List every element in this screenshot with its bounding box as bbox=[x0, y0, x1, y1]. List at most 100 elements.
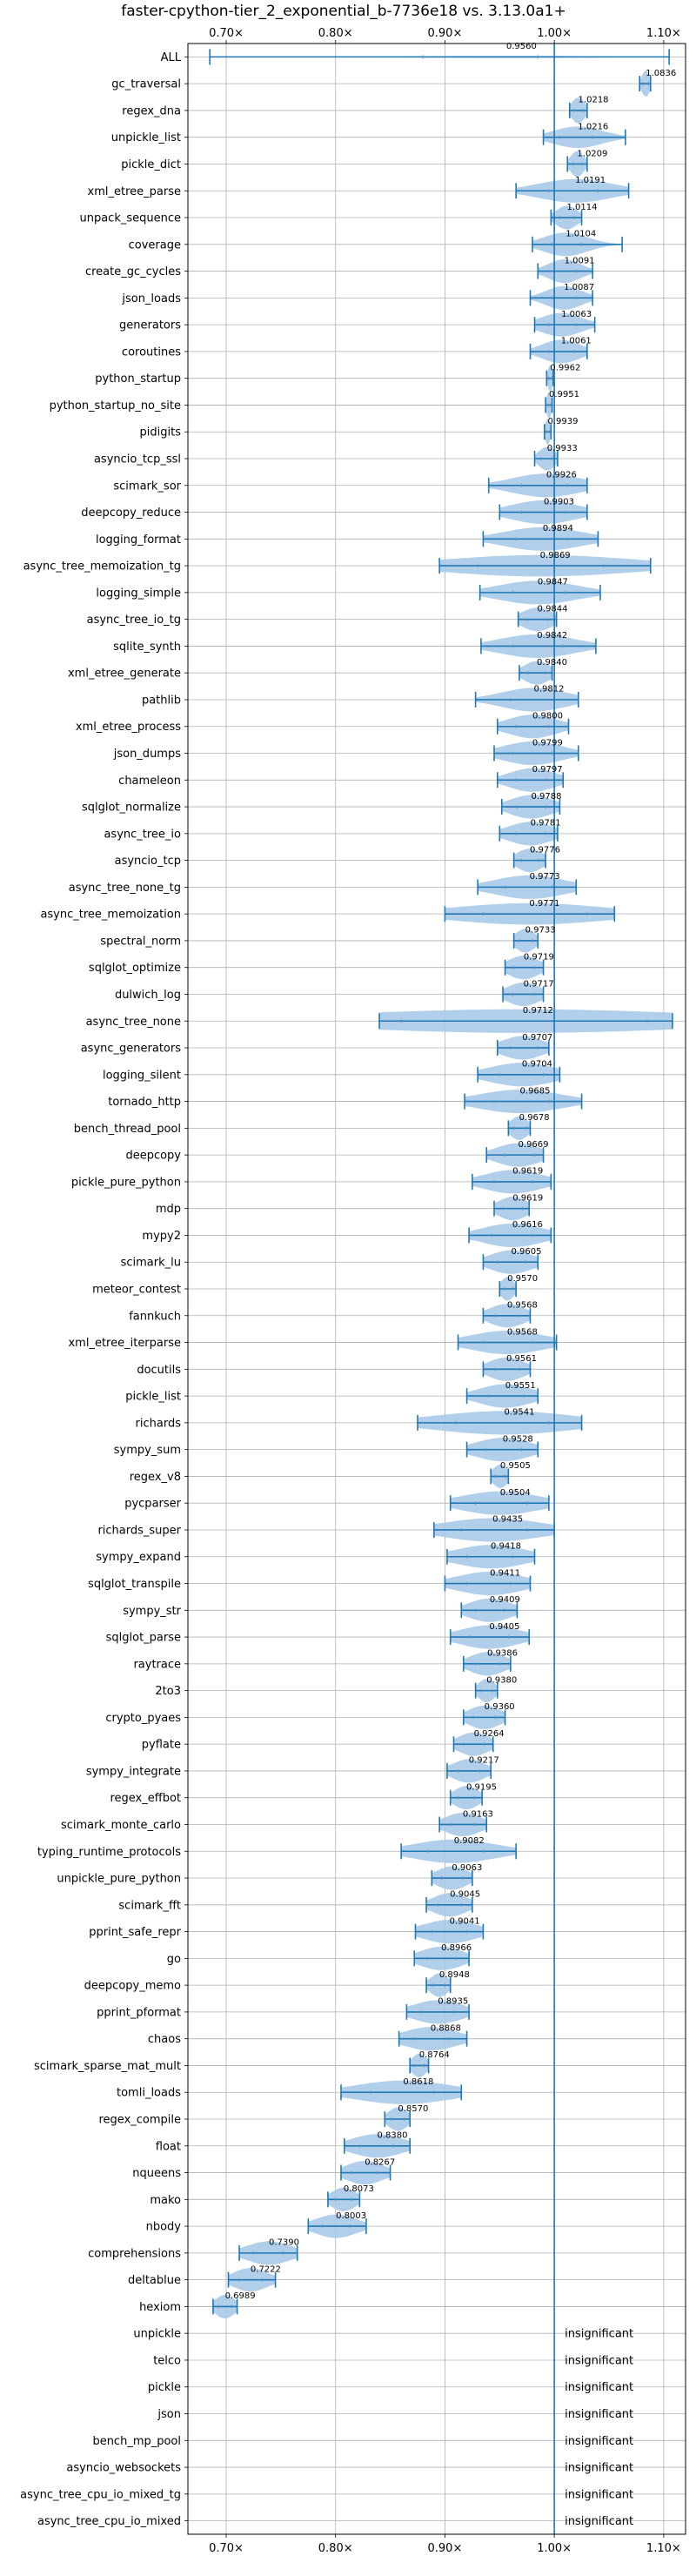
value-label: 0.9605 bbox=[511, 1247, 541, 1257]
category-label: deepcopy bbox=[125, 1150, 181, 1163]
category-label: fannkuch bbox=[129, 1310, 181, 1323]
violin-scimark_sor bbox=[487, 473, 588, 498]
category-label: async_tree_io bbox=[104, 828, 181, 841]
value-label: 0.7222 bbox=[251, 2264, 281, 2274]
category-label: create_gc_cycles bbox=[85, 265, 181, 278]
value-label: 0.8966 bbox=[441, 1943, 472, 1953]
category-label: sqlite_synth bbox=[113, 641, 181, 654]
value-label: 0.9771 bbox=[529, 899, 559, 909]
violin-richards bbox=[417, 1411, 583, 1435]
category-label: json bbox=[157, 2408, 181, 2421]
category-label: async_tree_io_tg bbox=[87, 614, 181, 627]
violin-sympy_integrate bbox=[446, 1759, 492, 1783]
value-label: 0.9082 bbox=[454, 1836, 485, 1846]
violin-2to3 bbox=[474, 1679, 499, 1703]
value-label: 0.7390 bbox=[269, 2238, 299, 2248]
violin-xml_etree_parse bbox=[515, 178, 630, 203]
violin-docutils bbox=[482, 1357, 532, 1381]
x-tick-label-top: 0.80× bbox=[318, 27, 353, 40]
category-label: pyflate bbox=[142, 1739, 181, 1752]
insignificant-label: insignificant bbox=[565, 2435, 633, 2448]
violin-regex_dna bbox=[568, 97, 588, 124]
value-label: 0.9712 bbox=[523, 1006, 553, 1016]
value-label: 0.9844 bbox=[538, 604, 568, 614]
value-label: 0.9568 bbox=[507, 1327, 538, 1337]
value-label: 0.9678 bbox=[519, 1113, 550, 1123]
violin-scimark_sparse_mat_mult bbox=[409, 2053, 430, 2077]
value-label: 0.9041 bbox=[450, 1916, 480, 1926]
value-label: 0.9685 bbox=[520, 1086, 551, 1096]
violin-sqlglot_parse bbox=[449, 1625, 531, 1649]
category-label: scimark_sparse_mat_mult bbox=[34, 2060, 181, 2073]
insignificant-label: insignificant bbox=[565, 2408, 633, 2421]
value-label: 1.0191 bbox=[575, 176, 606, 185]
category-label: richards bbox=[136, 1417, 182, 1430]
violin-pycparser bbox=[449, 1491, 550, 1515]
value-label: 0.9704 bbox=[522, 1060, 552, 1070]
category-label: async_tree_cpu_io_mixed bbox=[37, 2515, 181, 2528]
category-label: meteor_contest bbox=[92, 1284, 181, 1297]
x-tick-label-bottom: 0.70× bbox=[209, 2542, 244, 2555]
category-label: pickle_dict bbox=[121, 158, 181, 171]
value-label: 0.8267 bbox=[365, 2157, 395, 2167]
category-label: tornado_http bbox=[108, 1096, 181, 1109]
category-label: xml_etree_generate bbox=[68, 667, 181, 681]
category-label: sqlglot_transpile bbox=[88, 1578, 181, 1591]
value-label: 1.0061 bbox=[561, 337, 592, 346]
category-label: sympy_expand bbox=[96, 1551, 181, 1564]
x-tick-label-top: 1.00× bbox=[537, 27, 572, 40]
value-label: 0.9616 bbox=[512, 1220, 543, 1230]
value-label: 0.9063 bbox=[452, 1863, 482, 1873]
value-label: 0.9409 bbox=[490, 1595, 520, 1605]
category-label: pickle_list bbox=[125, 1391, 181, 1404]
violin-go bbox=[413, 1946, 470, 1970]
category-label: async_tree_cpu_io_mixed_tg bbox=[20, 2488, 181, 2501]
violin-scimark_fft bbox=[425, 1893, 473, 1917]
value-label: 0.9560 bbox=[506, 42, 537, 51]
violin-deltablue bbox=[227, 2268, 277, 2292]
value-label: 0.9926 bbox=[546, 471, 577, 480]
violin-scimark_lu bbox=[482, 1250, 539, 1274]
value-label: 0.9264 bbox=[474, 1729, 505, 1739]
category-label: sympy_str bbox=[123, 1605, 181, 1618]
violin-raytrace bbox=[462, 1652, 512, 1676]
value-label: 0.9707 bbox=[522, 1033, 552, 1043]
value-label: 0.9386 bbox=[487, 1649, 518, 1659]
violin-generators bbox=[533, 312, 596, 337]
violin-hexiom bbox=[212, 2294, 238, 2318]
violin-logging_simple bbox=[478, 580, 601, 605]
x-tick-label-top: 1.10× bbox=[646, 27, 681, 40]
category-label: scimark_monte_carlo bbox=[61, 1819, 181, 1832]
violin-tomli_loads bbox=[340, 2080, 463, 2104]
violin-async_tree_none bbox=[378, 1009, 673, 1033]
category-label: regex_compile bbox=[98, 2114, 181, 2127]
category-label: raytrace bbox=[133, 1658, 181, 1671]
category-label: generators bbox=[119, 319, 181, 332]
violin-meteor_contest bbox=[499, 1277, 517, 1301]
value-label: 1.0091 bbox=[565, 256, 595, 265]
category-label: ALL bbox=[161, 51, 182, 64]
category-label: regex_effbot bbox=[110, 1792, 181, 1805]
category-label: unpickle_list bbox=[111, 131, 181, 144]
violin-regex_v8 bbox=[490, 1464, 510, 1488]
violin-unpickle_list bbox=[542, 126, 626, 148]
violin-python_startup bbox=[545, 365, 554, 392]
category-label: gc_traversal bbox=[111, 78, 181, 91]
category-label: asyncio_tcp_ssl bbox=[94, 453, 181, 466]
category-label: async_generators bbox=[81, 1043, 182, 1056]
category-label: mdp bbox=[156, 1203, 181, 1216]
value-label: 0.9733 bbox=[525, 926, 556, 936]
value-label: 0.8948 bbox=[439, 1970, 470, 1980]
category-label: logging_simple bbox=[96, 587, 181, 600]
insignificant-label: insignificant bbox=[565, 2488, 633, 2501]
violin-tornado_http bbox=[464, 1090, 583, 1114]
value-label: 0.9163 bbox=[463, 1809, 493, 1819]
value-label: 0.9776 bbox=[530, 845, 560, 855]
value-label: 0.9360 bbox=[485, 1702, 515, 1712]
value-label: 0.9939 bbox=[547, 417, 578, 426]
value-label: 0.8003 bbox=[336, 2211, 366, 2221]
value-label: 0.9505 bbox=[500, 1461, 531, 1471]
violin-xml_etree_generate bbox=[519, 661, 553, 685]
category-label: sqlglot_optimize bbox=[89, 962, 181, 975]
